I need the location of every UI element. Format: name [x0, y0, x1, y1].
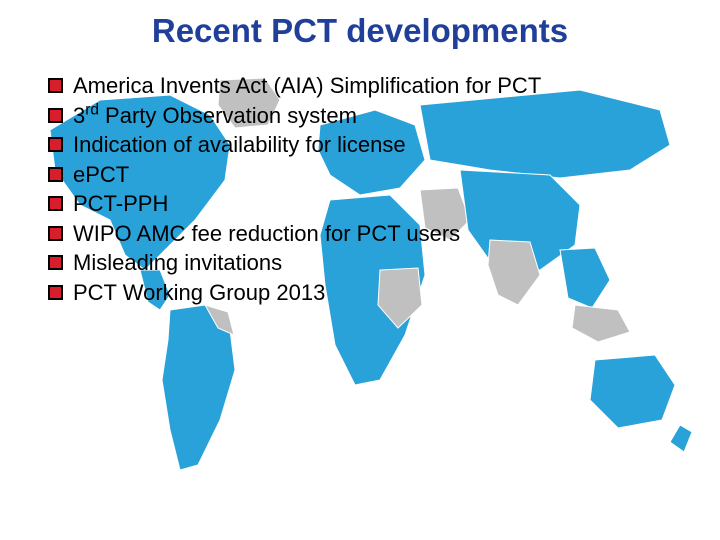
list-item: PCT-PPH: [48, 190, 720, 218]
bullet-text: PCT-PPH: [73, 190, 168, 218]
list-item: Indication of availability for license: [48, 131, 720, 159]
bullet-text: ePCT: [73, 161, 129, 189]
bullet-text: WIPO AMC fee reduction for PCT users: [73, 220, 460, 248]
list-item: Misleading invitations: [48, 249, 720, 277]
square-bullet-icon: [48, 285, 63, 300]
slide-title: Recent PCT developments: [0, 0, 720, 50]
list-item: PCT Working Group 2013: [48, 279, 720, 307]
square-bullet-icon: [48, 108, 63, 123]
bullet-text: Indication of availability for license: [73, 131, 406, 159]
square-bullet-icon: [48, 78, 63, 93]
list-item: WIPO AMC fee reduction for PCT users: [48, 220, 720, 248]
bullet-text: 3rd Party Observation system: [73, 102, 357, 130]
bullet-text: Misleading invitations: [73, 249, 282, 277]
list-item: 3rd Party Observation system: [48, 102, 720, 130]
square-bullet-icon: [48, 167, 63, 182]
bullet-text: America Invents Act (AIA) Simplification…: [73, 72, 541, 100]
bullet-text: PCT Working Group 2013: [73, 279, 325, 307]
square-bullet-icon: [48, 255, 63, 270]
list-item: ePCT: [48, 161, 720, 189]
bullet-list: America Invents Act (AIA) Simplification…: [48, 72, 720, 306]
map-region-nz: [670, 425, 692, 452]
square-bullet-icon: [48, 196, 63, 211]
list-item: America Invents Act (AIA) Simplification…: [48, 72, 720, 100]
square-bullet-icon: [48, 137, 63, 152]
map-region-seasia-nonmember: [572, 305, 630, 342]
map-region-australia: [590, 355, 675, 428]
square-bullet-icon: [48, 226, 63, 241]
